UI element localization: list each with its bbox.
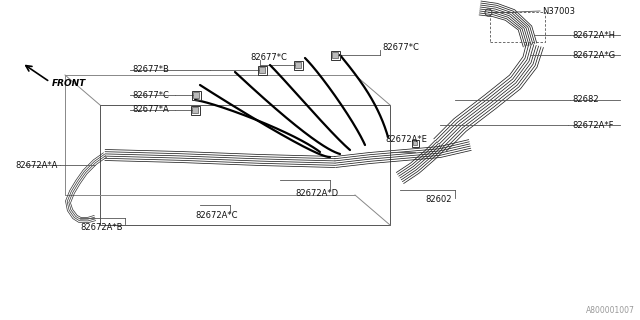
Text: 82672A*H: 82672A*H (572, 30, 615, 39)
Bar (330, 51, 339, 60)
Text: 82677*A: 82677*A (132, 106, 169, 115)
Bar (257, 66, 266, 75)
Text: 82682: 82682 (572, 95, 598, 105)
Bar (332, 52, 338, 58)
Text: A800001007: A800001007 (586, 306, 635, 315)
Text: 82672A*B: 82672A*B (80, 222, 122, 231)
Text: 82672A*A: 82672A*A (15, 161, 58, 170)
Bar (412, 140, 419, 147)
Bar (294, 60, 303, 69)
Bar (192, 107, 198, 113)
Text: 82672A*F: 82672A*F (572, 121, 614, 130)
Text: 82677*C: 82677*C (250, 53, 287, 62)
Bar (191, 106, 200, 115)
Bar (413, 141, 417, 145)
Text: 82672A*C: 82672A*C (195, 211, 237, 220)
Bar (193, 92, 199, 98)
Bar (295, 62, 301, 68)
Text: 82672A*E: 82672A*E (385, 135, 427, 145)
Bar (191, 91, 200, 100)
Text: FRONT: FRONT (52, 78, 86, 87)
Text: 82672A*G: 82672A*G (572, 51, 615, 60)
Bar (259, 67, 265, 73)
Text: 82672A*D: 82672A*D (295, 188, 338, 197)
Text: 82677*C: 82677*C (382, 44, 419, 52)
Text: N37003: N37003 (542, 6, 575, 15)
Text: 82602: 82602 (425, 196, 451, 204)
Text: 82677*C: 82677*C (132, 91, 169, 100)
Text: 82677*B: 82677*B (132, 66, 169, 75)
